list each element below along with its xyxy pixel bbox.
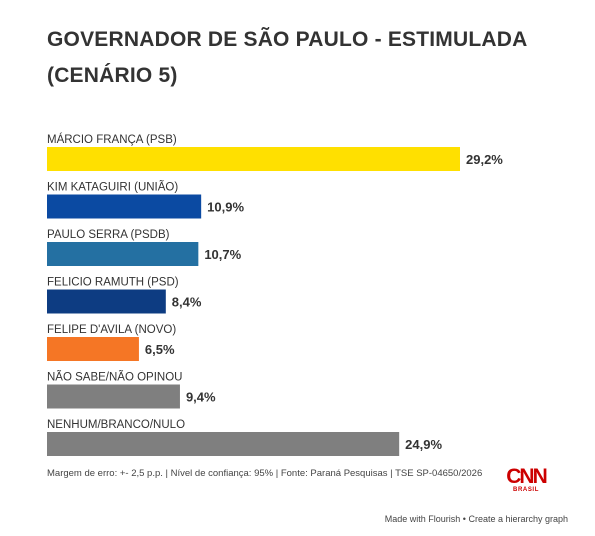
value-label: 24,9% [405,437,442,452]
category-label: NÃO SABE/NÃO OPINOU [47,371,182,384]
bar[interactable] [47,242,199,266]
chart-title: GOVERNADOR DE SÃO PAULO - ESTIMULADA (CE… [47,28,527,87]
value-label: 9,4% [186,390,216,405]
value-label: 8,4% [172,295,202,310]
bar[interactable] [47,194,202,219]
bar[interactable] [47,147,460,171]
category-label: PAULO SERRA (PSDB) [47,229,170,241]
brand-logo-text: CNN [506,465,548,488]
category-label: FELIPE D'AVILA (NOVO) [47,324,176,336]
bar[interactable] [47,337,139,361]
footer-note: Margem de erro: +- 2,5 p.p. | Nível de c… [47,468,483,479]
value-label: 10,9% [207,200,244,215]
value-label: 6,5% [145,342,175,357]
category-label: NENHUM/BRANCO/NULO [47,419,185,431]
bar[interactable] [47,289,166,314]
bar-chart: MÁRCIO FRANÇA (PSB) 29,2% KIM KATAGUIRI (U… [47,133,503,456]
value-label: 29,2% [466,152,503,167]
flourish-credit-link[interactable]: Made with Flourish • Create a hierarchy … [384,514,568,524]
bar[interactable] [47,384,180,409]
category-label: KIM KATAGUIRI (UNIÃO) [47,181,178,194]
cnn-brasil-logo: CNN BRASIL [505,465,548,496]
category-label: FELICIO RAMUTH (PSD) [47,277,179,289]
value-label: 10,7% [204,247,241,262]
bar[interactable] [47,432,400,456]
brand-logo-subtext: BRASIL [513,487,539,493]
category-label: MÁRCIO FRANÇA (PSB) [47,133,177,146]
